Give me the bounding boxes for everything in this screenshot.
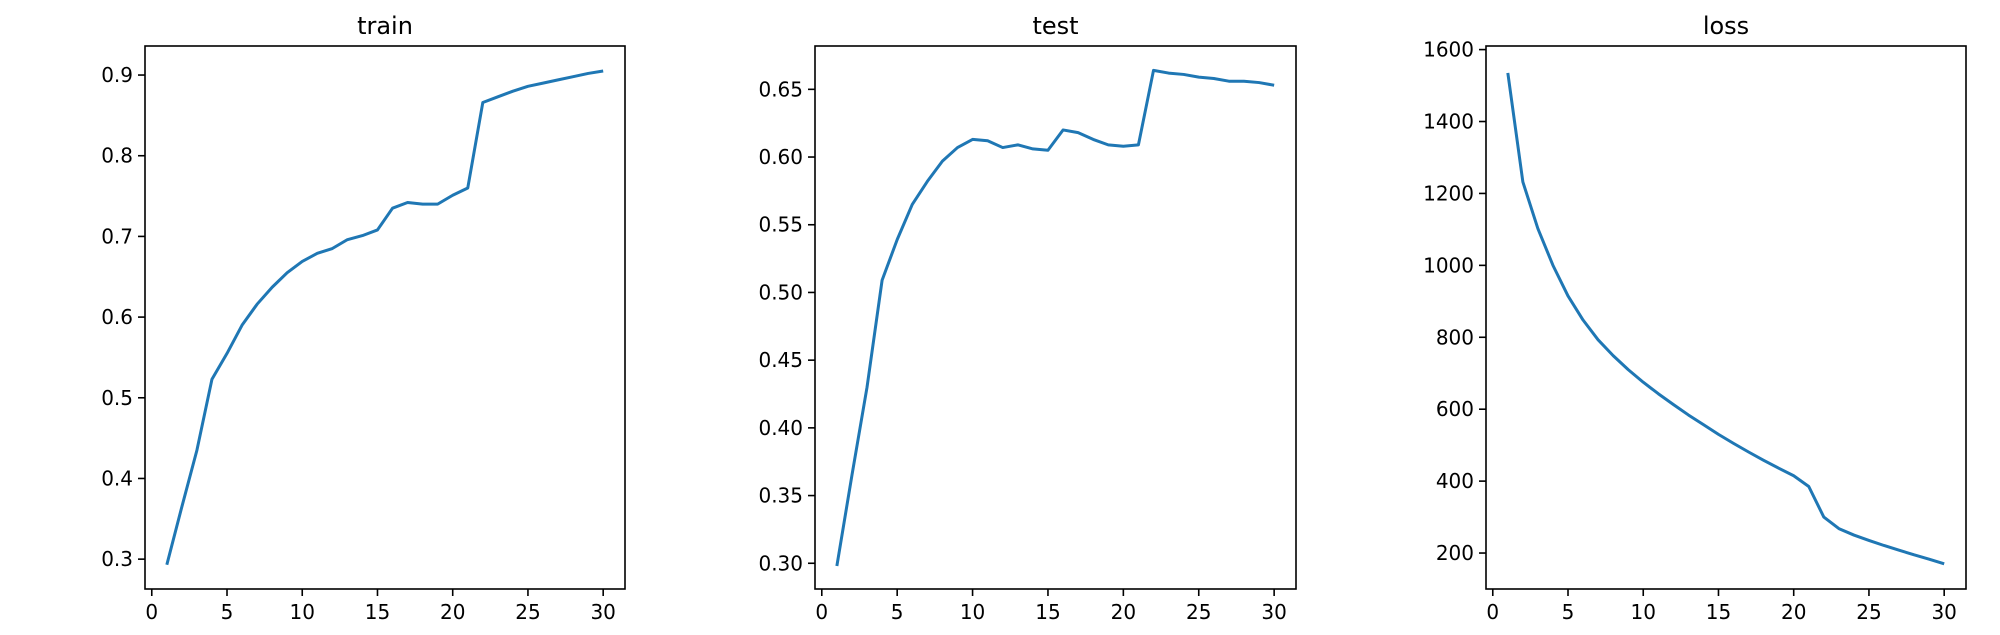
x-tick-label: 15: [1706, 600, 1731, 624]
x-tick-label: 15: [365, 600, 390, 624]
chart-panel-train: train 0 5 10 15 20 25 30 0.3 0.4 0.5 0.6 0.7 0.8 0.9: [101, 12, 626, 624]
x-tick-label: 15: [1035, 600, 1060, 624]
plot-frame: [1485, 45, 1967, 590]
y-tick-label: 1200: [1423, 181, 1474, 205]
y-tick-label: 0.40: [758, 416, 803, 440]
y-tick-label: 0.65: [758, 77, 803, 101]
chart-panel-test: test 0 5 10 15 20 25 30 0.30 0.35 0.40 0.45 0.50 0.55…: [758, 12, 1297, 624]
y-tick-label: 0.35: [758, 484, 803, 508]
y-tick-label: 200: [1436, 541, 1474, 565]
x-tick-label: 25: [515, 600, 540, 624]
y-tick-label: 0.9: [101, 63, 133, 87]
plot-frame: [814, 45, 1297, 590]
y-tick-label: 0.5: [101, 386, 133, 410]
chart-panel-loss: loss 0 5 10 15 20 25 30 200 400 600 800 1000 1200 1400…: [1423, 12, 1967, 624]
x-tick-label: 0: [1486, 600, 1499, 624]
y-tick-label: 1400: [1423, 110, 1474, 134]
x-tick-label: 0: [815, 600, 828, 624]
x-tick-label: 30: [1261, 600, 1286, 624]
chart-title: test: [1032, 12, 1078, 40]
x-tick-label: 30: [1931, 600, 1956, 624]
x-tick-label: 0: [145, 600, 158, 624]
y-tick-label: 0.45: [758, 348, 803, 372]
y-tick-label: 0.30: [758, 551, 803, 575]
y-tick-label: 0.3: [101, 547, 133, 571]
series-line: [165, 69, 604, 566]
x-tick-label: 10: [960, 600, 985, 624]
y-tick-label: 0.60: [758, 145, 803, 169]
y-tick-label: 0.6: [101, 305, 133, 329]
x-tick-label: 25: [1186, 600, 1211, 624]
x-tick-label: 20: [1781, 600, 1806, 624]
x-tick-label: 10: [1631, 600, 1656, 624]
x-tick-label: 20: [440, 600, 465, 624]
y-tick-label: 0.55: [758, 213, 803, 237]
x-tick-label: 5: [891, 600, 904, 624]
x-tick-label: 25: [1856, 600, 1881, 624]
chart-title: loss: [1703, 12, 1749, 40]
x-tick-label: 5: [221, 600, 234, 624]
x-tick-label: 5: [1562, 600, 1575, 624]
x-tick-label: 10: [290, 600, 315, 624]
chart-title: train: [357, 12, 413, 40]
x-tick-label: 30: [590, 600, 615, 624]
y-tick-label: 0.7: [101, 224, 133, 248]
y-tick-label: 0.8: [101, 144, 133, 168]
y-tick-label: 0.50: [758, 280, 803, 304]
y-tick-label: 600: [1436, 397, 1474, 421]
y-tick-label: 1000: [1423, 253, 1474, 277]
x-tick-label: 20: [1111, 600, 1136, 624]
series-line: [1506, 72, 1945, 566]
y-tick-label: 1600: [1423, 38, 1474, 62]
y-tick-label: 0.4: [101, 466, 133, 490]
y-tick-label: 800: [1436, 325, 1474, 349]
series-line: [835, 68, 1275, 567]
y-tick-label: 400: [1436, 469, 1474, 493]
